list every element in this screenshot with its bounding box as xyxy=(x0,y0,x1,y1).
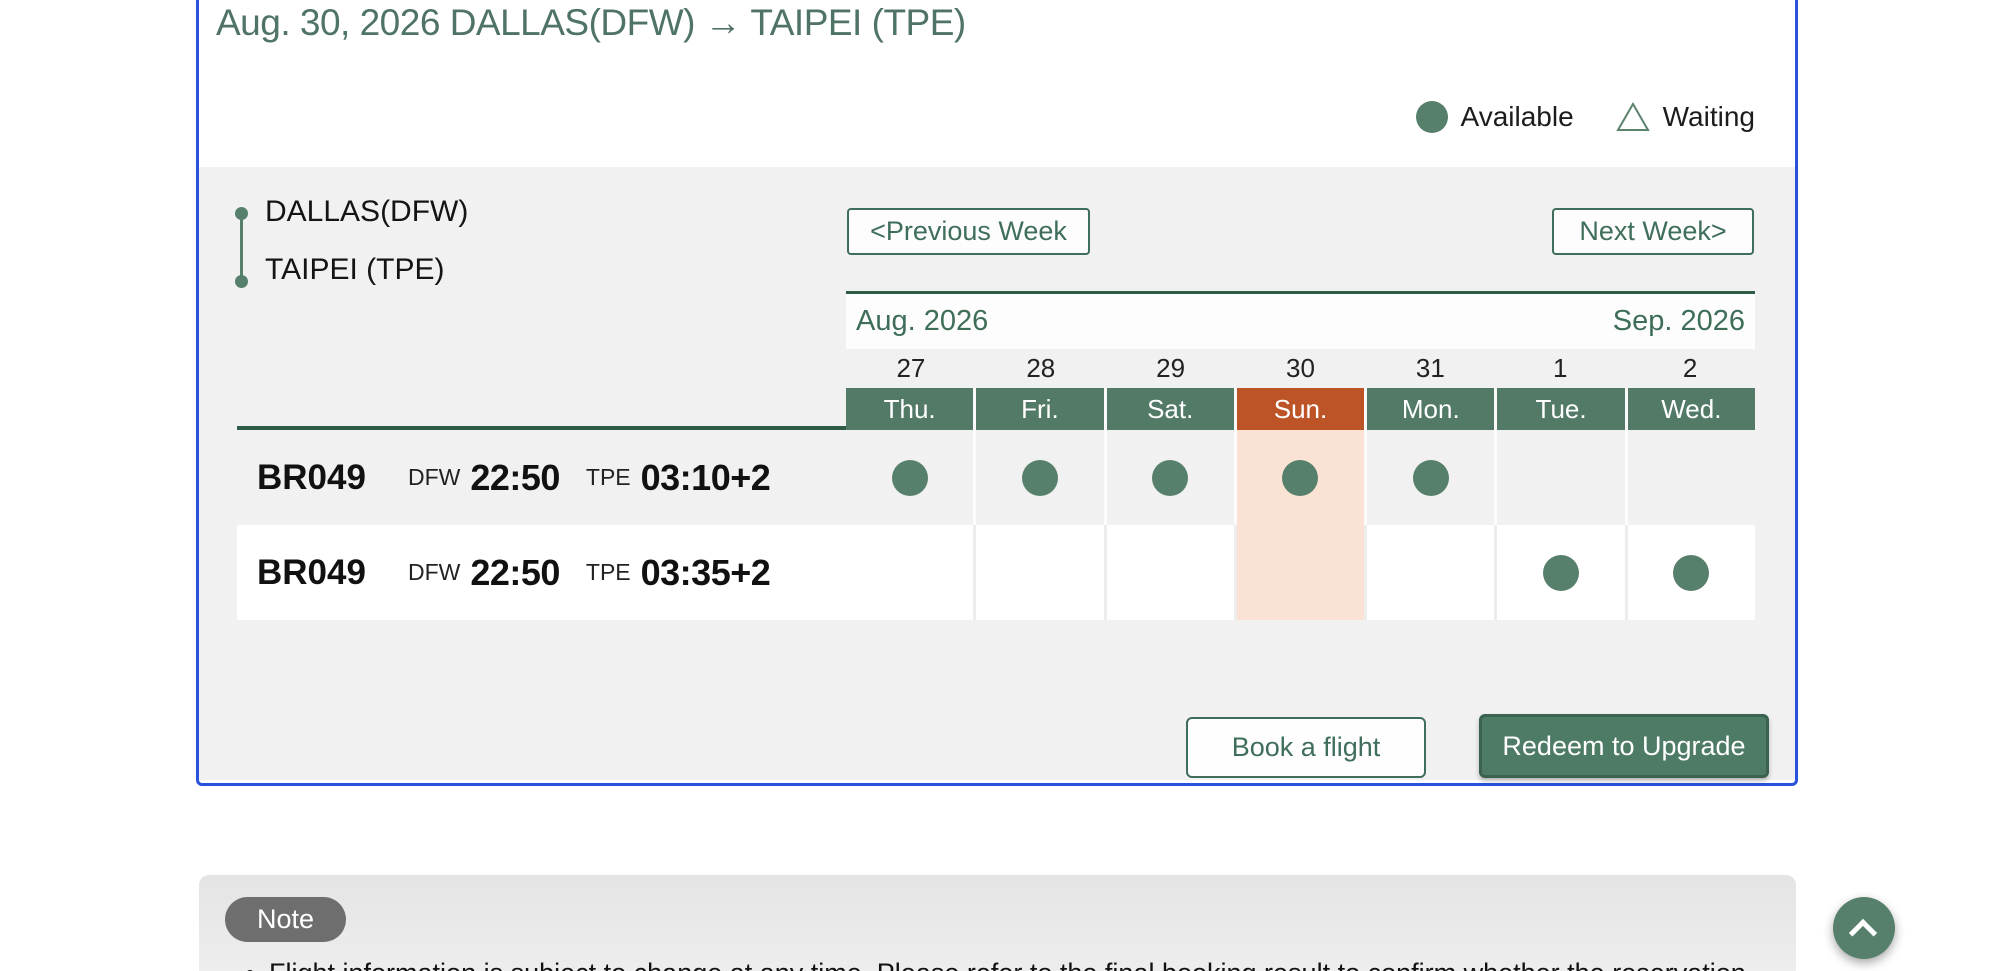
book-a-flight-button[interactable]: Book a flight xyxy=(1186,717,1426,778)
day-cell: Tue. xyxy=(1497,388,1625,430)
month-row: Aug. 2026 Sep. 2026 xyxy=(846,291,1755,349)
availability-cell xyxy=(1106,525,1234,620)
page-title: Aug. 30, 2026 DALLAS(DFW) → TAIPEI (TPE) xyxy=(216,2,966,43)
legend: Available Waiting xyxy=(1415,101,1755,133)
day-cell: Mon. xyxy=(1367,388,1495,430)
legend-waiting-label: Waiting xyxy=(1662,101,1755,132)
availability-cell[interactable] xyxy=(1367,430,1495,525)
available-circle-icon xyxy=(1152,459,1189,496)
scroll-to-top-button[interactable] xyxy=(1833,897,1895,959)
date-cell: 29 xyxy=(1156,353,1186,383)
day-cell: Thu. xyxy=(846,388,974,430)
date-cell: 1 xyxy=(1552,353,1568,383)
flight-row: BR049 DFW 22:50 TPE 03:35+2 xyxy=(237,525,1755,620)
arrival-time: 03:10+2 xyxy=(640,456,771,498)
month-right-label: Sep. 2026 xyxy=(1612,305,1745,337)
availability-table: Aug. 2026 Sep. 2026 27 28 29 30 31 1 2 Thu. Fri… xyxy=(237,291,1755,620)
available-circle-icon xyxy=(891,459,928,496)
availability-cell xyxy=(846,525,974,620)
table-header: Aug. 2026 Sep. 2026 27 28 29 30 31 1 2 Thu. Fri… xyxy=(237,291,1755,430)
available-circle-icon xyxy=(1021,459,1058,496)
available-circle-icon xyxy=(1412,459,1449,496)
availability-cell[interactable] xyxy=(976,430,1104,525)
date-cell: 30 xyxy=(1286,353,1315,383)
flight-number: BR049 xyxy=(257,552,366,592)
route-block: DALLAS(DFW) TAIPEI (TPE) xyxy=(235,195,469,288)
flight-info: BR049 DFW 22:50 TPE 03:10+2 xyxy=(237,430,846,525)
available-circle-icon xyxy=(1282,459,1319,496)
flight-results-panel: Aug. 30, 2026 DALLAS(DFW) → TAIPEI (TPE)… xyxy=(196,0,1798,786)
day-cell: Sun. xyxy=(1236,388,1365,430)
previous-week-button[interactable]: < Previous Week xyxy=(847,208,1090,255)
availability-cell[interactable] xyxy=(1497,525,1625,620)
availability-cell xyxy=(1367,525,1495,620)
date-cell: 28 xyxy=(1026,353,1056,383)
day-cell: Fri. xyxy=(976,388,1104,430)
note-item: Flight information is subject to change … xyxy=(269,956,1756,971)
arrival-airport-code: TPE xyxy=(585,464,631,490)
previous-week-label: Previous Week xyxy=(885,216,1067,246)
chevron-up-icon xyxy=(1848,918,1878,948)
next-week-button[interactable]: Next Week > xyxy=(1552,208,1754,255)
date-cell: 31 xyxy=(1415,353,1445,383)
note-section: Note Flight information is subject to ch… xyxy=(199,875,1796,971)
legend-available: Available xyxy=(1415,101,1574,133)
availability-cell xyxy=(1236,525,1365,620)
departure-airport-code: DFW xyxy=(407,464,461,490)
route-origin: DALLAS(DFW) xyxy=(265,195,469,228)
departure-time: 22:50 xyxy=(470,456,560,498)
origin-dot-icon xyxy=(235,207,248,220)
day-cell: Wed. xyxy=(1627,388,1755,430)
legend-available-label: Available xyxy=(1460,101,1574,132)
redeem-to-upgrade-button[interactable]: Redeem to Upgrade xyxy=(1479,714,1769,778)
route-destination: TAIPEI (TPE) xyxy=(265,253,445,286)
legend-waiting: Waiting xyxy=(1615,101,1755,133)
date-cell: 2 xyxy=(1682,353,1698,383)
day-cell: Sat. xyxy=(1106,388,1234,430)
arrival-time: 03:35+2 xyxy=(640,551,771,593)
availability-cell[interactable] xyxy=(1236,430,1365,525)
next-week-label: Next Week xyxy=(1579,216,1711,246)
flight-info: BR049 DFW 22:50 TPE 03:35+2 xyxy=(237,525,846,620)
flight-number: BR049 xyxy=(257,457,366,497)
chevron-right-icon: > xyxy=(1710,216,1727,246)
departure-airport-code: DFW xyxy=(407,559,461,585)
route-line xyxy=(240,215,243,281)
month-left-label: Aug. 2026 xyxy=(856,305,989,337)
availability-cells xyxy=(846,430,1755,525)
note-badge: Note xyxy=(225,897,347,942)
date-cell: 27 xyxy=(896,353,926,383)
days-row: Thu. Fri. Sat. Sun. Mon. Tue. Wed. xyxy=(846,388,1755,430)
dates-row: 27 28 29 30 31 1 2 xyxy=(846,349,1755,388)
available-circle-icon xyxy=(1673,554,1710,591)
departure-time: 22:50 xyxy=(470,551,560,593)
destination-dot-icon xyxy=(235,275,248,288)
availability-cell[interactable] xyxy=(1627,525,1755,620)
schedule-card: DALLAS(DFW) TAIPEI (TPE) < Previous Week … xyxy=(199,167,1795,780)
available-circle-icon xyxy=(1543,554,1580,591)
arrival-airport-code: TPE xyxy=(585,559,631,585)
flight-row: BR049 DFW 22:50 TPE 03:10+2 xyxy=(237,430,1755,525)
availability-cell xyxy=(1627,430,1755,525)
availability-cell xyxy=(976,525,1104,620)
header-divider xyxy=(237,426,846,430)
availability-cells xyxy=(846,525,1755,620)
available-circle-icon xyxy=(1415,101,1448,133)
availability-cell[interactable] xyxy=(846,430,974,525)
availability-cell[interactable] xyxy=(1106,430,1234,525)
waiting-triangle-icon xyxy=(1615,102,1650,132)
availability-cell xyxy=(1497,430,1625,525)
note-list: Flight information is subject to change … xyxy=(269,956,1756,971)
chevron-left-icon: < xyxy=(870,216,886,246)
calendar-header: Aug. 2026 Sep. 2026 27 28 29 30 31 1 2 Thu. Fri… xyxy=(846,291,1755,430)
